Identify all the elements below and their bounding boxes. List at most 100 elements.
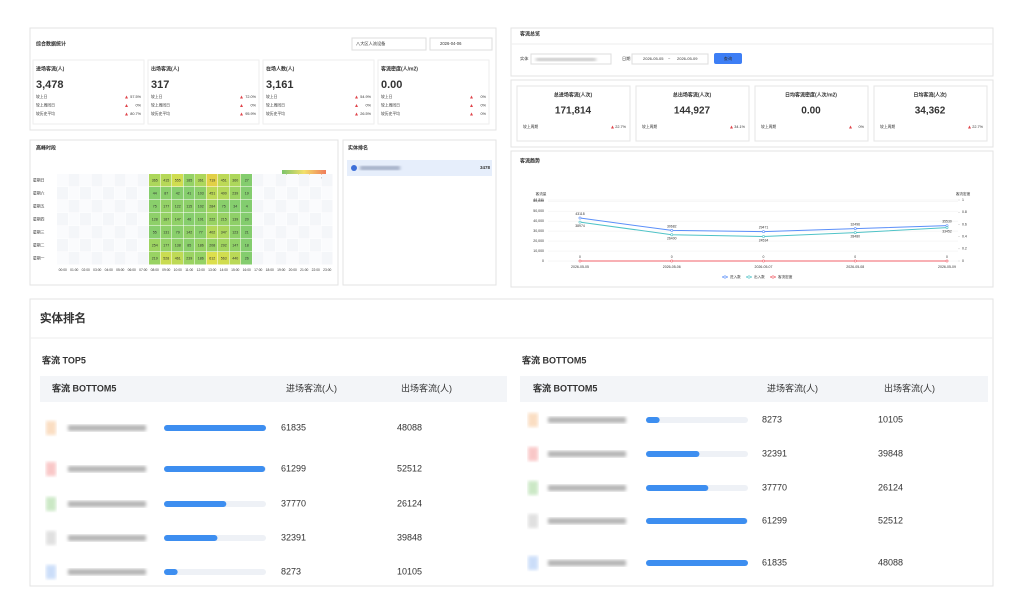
rank-value: 3478: [480, 165, 491, 170]
date-picker[interactable]: [429, 37, 493, 51]
data-point: [578, 220, 582, 224]
y2-tick-label: 1: [962, 198, 964, 202]
heat-cell-empty: [252, 252, 264, 265]
heat-value: 27: [245, 178, 249, 182]
heat-cell-empty: [252, 174, 264, 187]
heat-cell: [229, 226, 241, 239]
data-label: 30682: [667, 224, 677, 228]
compare-value: 95.9%: [245, 112, 256, 116]
kpi-label: 总出场客流(人次): [673, 91, 712, 98]
kpi-card: [516, 85, 631, 142]
panel: [29, 298, 994, 587]
compare-value: 0%: [481, 95, 487, 99]
kpi-card: [754, 85, 869, 142]
cell-value: 26124: [878, 482, 903, 492]
heat-cell-empty: [264, 239, 275, 252]
cell-value: 32391: [762, 448, 787, 458]
heat-cell-empty: [310, 174, 321, 187]
heat-cell: [218, 252, 229, 265]
data-point: [670, 233, 674, 237]
query-button[interactable]: [714, 53, 742, 64]
heat-cell-empty: [91, 226, 103, 239]
heat-cell-empty: [91, 187, 103, 200]
heat-value: 292: [221, 243, 227, 247]
hour-label: 06:00: [128, 268, 136, 272]
hour-label: 13:00: [208, 268, 216, 272]
heat-cell: [172, 187, 183, 200]
data-point: [670, 229, 674, 232]
heat-cell-empty: [103, 174, 114, 187]
compare-value: 57.5%: [130, 95, 141, 99]
trend-icon: [125, 112, 128, 116]
compare-label: 较上周同日: [151, 103, 170, 108]
trend-icon: [125, 104, 128, 107]
hour-label: 19:00: [277, 268, 285, 272]
heat-cell: [229, 252, 241, 265]
heat-cell-empty: [114, 239, 126, 252]
heat-cell: [241, 187, 252, 200]
compare-value: 26.5%: [360, 112, 371, 116]
x-tick-label: 2026-05-07: [755, 265, 773, 269]
heat-value: 138: [175, 243, 181, 247]
heat-cell: [206, 174, 218, 187]
heat-cell-empty: [252, 213, 264, 226]
heat-cell: [218, 226, 229, 239]
trend-icon: [611, 125, 614, 129]
date-range[interactable]: [631, 53, 709, 65]
date-sep: ~: [668, 56, 671, 61]
heat-value: 402: [209, 230, 215, 234]
heat-cell-empty: [275, 200, 287, 213]
compare-value: 0%: [136, 104, 142, 108]
compare-label: 较历史平均: [36, 111, 55, 116]
compare-label: 较上日: [36, 94, 48, 99]
compare-value: 0%: [251, 104, 257, 108]
heat-cell: [229, 187, 241, 200]
heat-cell-empty: [103, 200, 114, 213]
heat-value: 451: [221, 178, 227, 182]
kpi-card: [147, 59, 260, 125]
compare-value: 54.9%: [360, 95, 371, 99]
data-label: 0: [946, 255, 948, 259]
heat-cell: [206, 226, 218, 239]
heat-cell-empty: [126, 226, 137, 239]
heat-value: 239: [232, 191, 238, 195]
heat-cell-empty: [103, 239, 114, 252]
x-tick-label: 2026-05-06: [663, 265, 681, 269]
heat-cell-empty: [264, 252, 275, 265]
date-start: 2026-05-05: [643, 56, 664, 61]
heat-cell-empty: [264, 226, 275, 239]
heat-cell-empty: [298, 200, 310, 213]
heat-cell-empty: [287, 200, 298, 213]
heat-value: 555: [175, 178, 181, 182]
bar: [646, 451, 700, 457]
heat-cell-empty: [252, 226, 264, 239]
heat-cell: [195, 226, 206, 239]
compare-value: 72.0%: [245, 95, 256, 99]
heat-cell: [218, 187, 229, 200]
heat-cell-empty: [80, 200, 91, 213]
heat-cell-empty: [68, 252, 80, 265]
heat-value: 41: [187, 191, 191, 195]
y-tick-label: 0: [542, 259, 544, 263]
bar: [164, 535, 218, 541]
filter-label: 实体: [520, 55, 529, 62]
heat-value: 365: [152, 178, 158, 182]
table-header-cell: 出场客流(人): [884, 382, 935, 393]
heat-cell: [160, 174, 172, 187]
bar-track: [646, 417, 748, 423]
cell-value: 32391: [281, 532, 306, 542]
heat-cell: [183, 200, 195, 213]
dropdown[interactable]: [351, 37, 427, 51]
heat-cell-empty: [310, 252, 321, 265]
data-point: [762, 235, 765, 238]
hour-label: 22:00: [312, 268, 320, 272]
heat-value: 219: [152, 256, 158, 260]
heat-cell: [149, 200, 160, 213]
blurred-name: [68, 569, 146, 575]
cell-value: 8273: [281, 566, 301, 576]
legend-marker: [771, 275, 775, 279]
day-label: 星期日: [33, 178, 45, 183]
heat-cell: [160, 213, 172, 226]
y-tick-label: 50,000: [533, 209, 544, 213]
heat-cell: [206, 239, 218, 252]
